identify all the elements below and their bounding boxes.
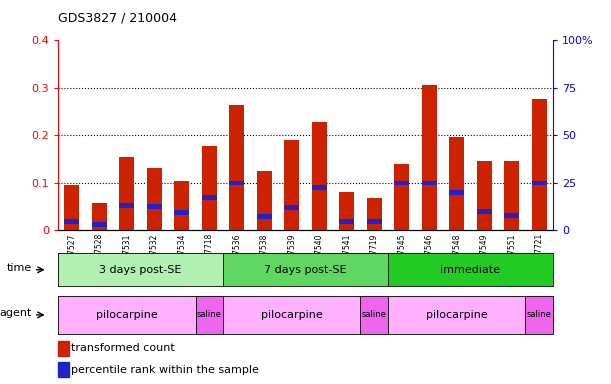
Text: immediate: immediate — [441, 265, 500, 275]
Bar — [284, 205, 299, 210]
Bar — [449, 137, 464, 230]
Text: GDS3827 / 210004: GDS3827 / 210004 — [58, 12, 177, 25]
Bar — [229, 106, 244, 230]
Text: 7 days post-SE: 7 days post-SE — [264, 265, 347, 275]
Text: saline: saline — [362, 310, 387, 319]
Bar — [504, 213, 519, 218]
Bar — [284, 140, 299, 230]
Bar — [422, 86, 437, 230]
Text: pilocarpine: pilocarpine — [96, 310, 158, 320]
Text: transformed count: transformed count — [70, 343, 174, 354]
Text: saline: saline — [197, 310, 222, 319]
Bar — [449, 190, 464, 195]
Bar — [394, 180, 409, 185]
Bar — [92, 222, 107, 227]
Bar — [532, 99, 547, 230]
Bar — [58, 362, 69, 377]
Bar — [147, 204, 162, 209]
Bar — [477, 209, 492, 214]
Bar — [229, 180, 244, 185]
Bar — [119, 157, 134, 230]
Text: percentile rank within the sample: percentile rank within the sample — [70, 364, 258, 375]
Bar — [147, 168, 162, 230]
Bar — [367, 198, 382, 230]
Text: saline: saline — [527, 310, 552, 319]
Bar — [367, 220, 382, 224]
Bar — [312, 122, 327, 230]
Bar — [58, 341, 69, 356]
Bar — [257, 170, 272, 230]
Text: agent: agent — [0, 308, 32, 318]
Bar — [174, 210, 189, 215]
Bar — [422, 180, 437, 185]
Bar — [394, 164, 409, 230]
Bar — [64, 185, 79, 230]
Text: pilocarpine: pilocarpine — [426, 310, 488, 320]
Bar — [174, 181, 189, 230]
Bar — [504, 162, 519, 230]
Bar — [92, 203, 107, 230]
Bar — [257, 214, 272, 218]
Text: pilocarpine: pilocarpine — [261, 310, 323, 320]
Bar — [532, 180, 547, 185]
Bar — [339, 220, 354, 224]
Bar — [202, 146, 217, 230]
Bar — [202, 195, 217, 200]
Bar — [477, 162, 492, 230]
Text: time: time — [7, 263, 32, 273]
Text: 3 days post-SE: 3 days post-SE — [100, 265, 181, 275]
Bar — [119, 203, 134, 208]
Bar — [339, 192, 354, 230]
Bar — [64, 220, 79, 224]
Bar — [312, 185, 327, 190]
